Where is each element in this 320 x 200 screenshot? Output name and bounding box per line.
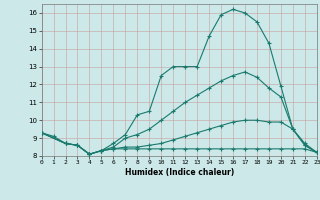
X-axis label: Humidex (Indice chaleur): Humidex (Indice chaleur) (124, 168, 234, 177)
